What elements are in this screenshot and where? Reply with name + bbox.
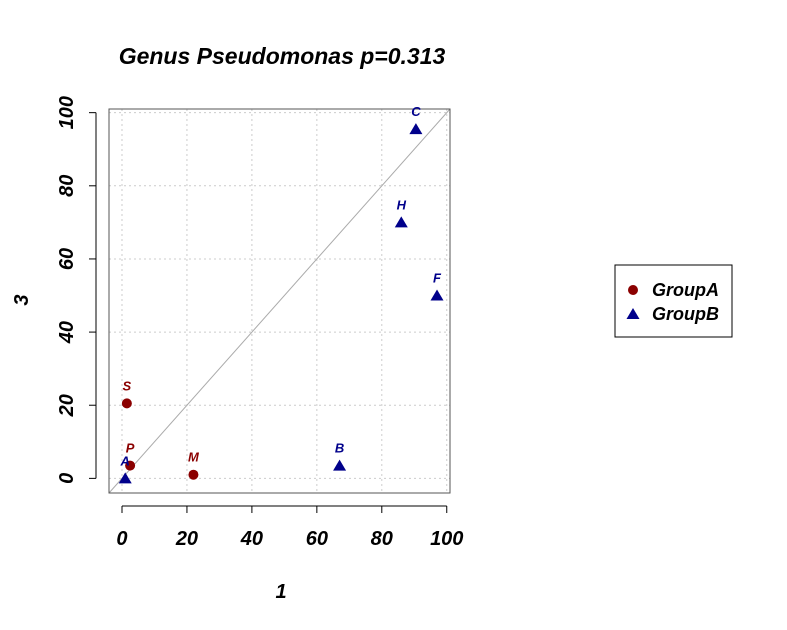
data-point (188, 469, 199, 480)
legend-marker (628, 285, 638, 295)
grid (109, 109, 450, 493)
x-tick-label: 80 (371, 528, 393, 550)
data-point (394, 216, 408, 228)
x-axis: 0 20 40 60 80 100 (116, 505, 463, 550)
legend-label: GroupB (652, 304, 719, 324)
y-axis: 0 20 40 60 80 100 (56, 96, 97, 484)
data-point-label: B (335, 441, 344, 456)
y-tick-label: 100 (56, 96, 78, 129)
data-point-label: S (123, 378, 132, 393)
legend-marker (626, 308, 640, 319)
x-tick-label: 20 (175, 528, 198, 550)
data-point-label: F (433, 271, 442, 286)
data-point (118, 472, 132, 484)
x-tick-label: 0 (116, 528, 127, 550)
data-point (430, 289, 444, 301)
legend-label: GroupA (652, 280, 719, 300)
y-tick-label: 60 (56, 248, 78, 270)
data-point (121, 398, 132, 409)
y-tick-label: 40 (56, 321, 78, 344)
x-tick-label: 60 (306, 528, 328, 550)
data-points: S P M A B C H F (118, 104, 444, 484)
y-tick-label: 80 (56, 175, 78, 197)
chart-title: Genus Pseudomonas p=0.313 (119, 43, 446, 69)
x-axis-label: 1 (275, 581, 286, 603)
data-point-label: A (120, 453, 130, 468)
y-axis-label: 3 (11, 294, 33, 305)
data-point-label: P (126, 441, 135, 456)
y-tick-label: 0 (56, 473, 78, 484)
data-point (333, 459, 347, 471)
reference-line (108, 108, 451, 494)
y-tick-label: 20 (56, 394, 78, 417)
data-point-label: H (397, 197, 407, 212)
plot-area (108, 108, 451, 494)
data-point-label: C (411, 104, 421, 119)
data-point (409, 123, 423, 135)
legend-box (614, 264, 733, 338)
data-point (125, 460, 136, 471)
x-tick-label: 100 (430, 528, 463, 550)
data-point-label: M (188, 450, 200, 465)
legend: GroupA GroupB (614, 264, 733, 338)
x-tick-label: 40 (240, 528, 263, 550)
